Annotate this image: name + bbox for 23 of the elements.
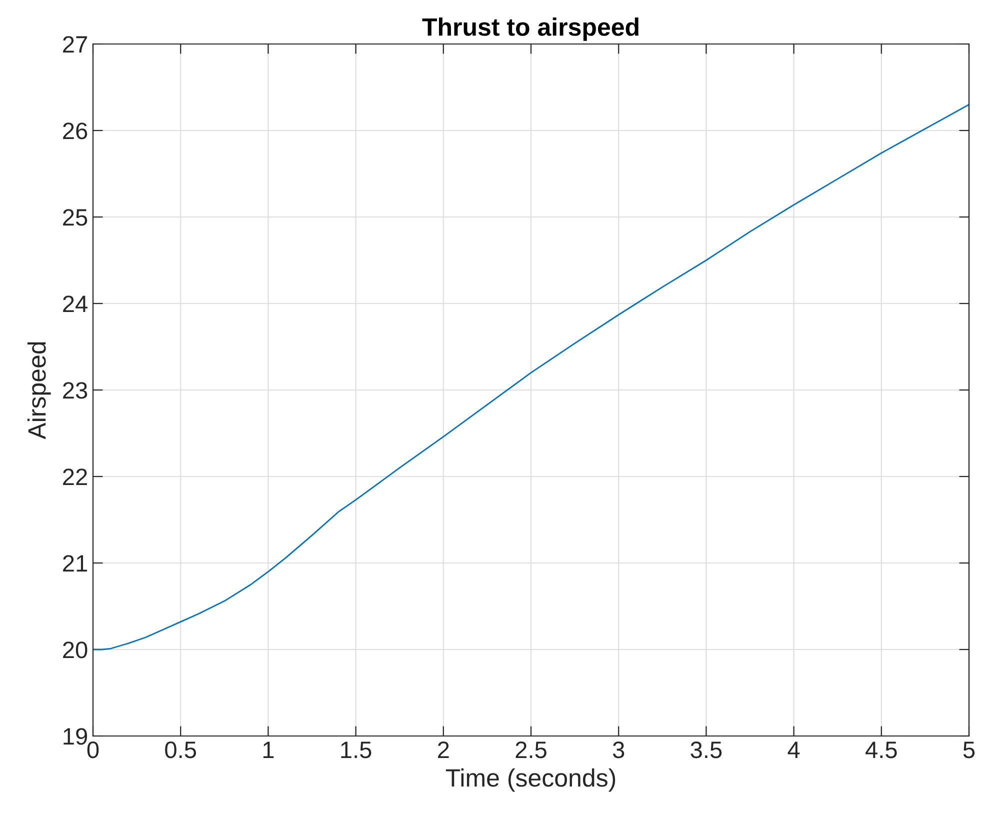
x-tick-label: 2 bbox=[438, 741, 449, 758]
x-tick-label: 1 bbox=[263, 742, 274, 758]
x-tick-label: 2.5 bbox=[516, 741, 546, 758]
x-tick-label: 5 bbox=[963, 742, 975, 758]
y-tick-label: 23 bbox=[63, 382, 88, 399]
y-tick-label: 21 bbox=[63, 555, 87, 572]
x-tick-label: 3.5 bbox=[690, 741, 722, 758]
y-tick-label: 26 bbox=[63, 122, 88, 140]
y-tick-label: 27 bbox=[63, 36, 87, 53]
y-tick-label: 22 bbox=[63, 468, 87, 486]
x-tick-label: 4 bbox=[788, 742, 800, 758]
x-axis-title: Time (seconds) bbox=[446, 768, 616, 792]
y-tick-label: 20 bbox=[63, 642, 88, 658]
x-tick-label: 4.5 bbox=[866, 742, 897, 758]
x-tick-label: 0.5 bbox=[165, 741, 196, 758]
y-axis-title: Airspeed bbox=[27, 342, 51, 440]
x-tick-label: 0 bbox=[87, 741, 99, 758]
chart-title: Thrust to airspeed bbox=[422, 18, 638, 41]
y-tick-label: 19 bbox=[64, 728, 88, 745]
y-tick-label: 25 bbox=[63, 209, 88, 226]
y-tick-label: 24 bbox=[63, 296, 88, 312]
x-tick-label: 3 bbox=[612, 741, 624, 758]
x-tick-label: 1.5 bbox=[341, 742, 372, 758]
